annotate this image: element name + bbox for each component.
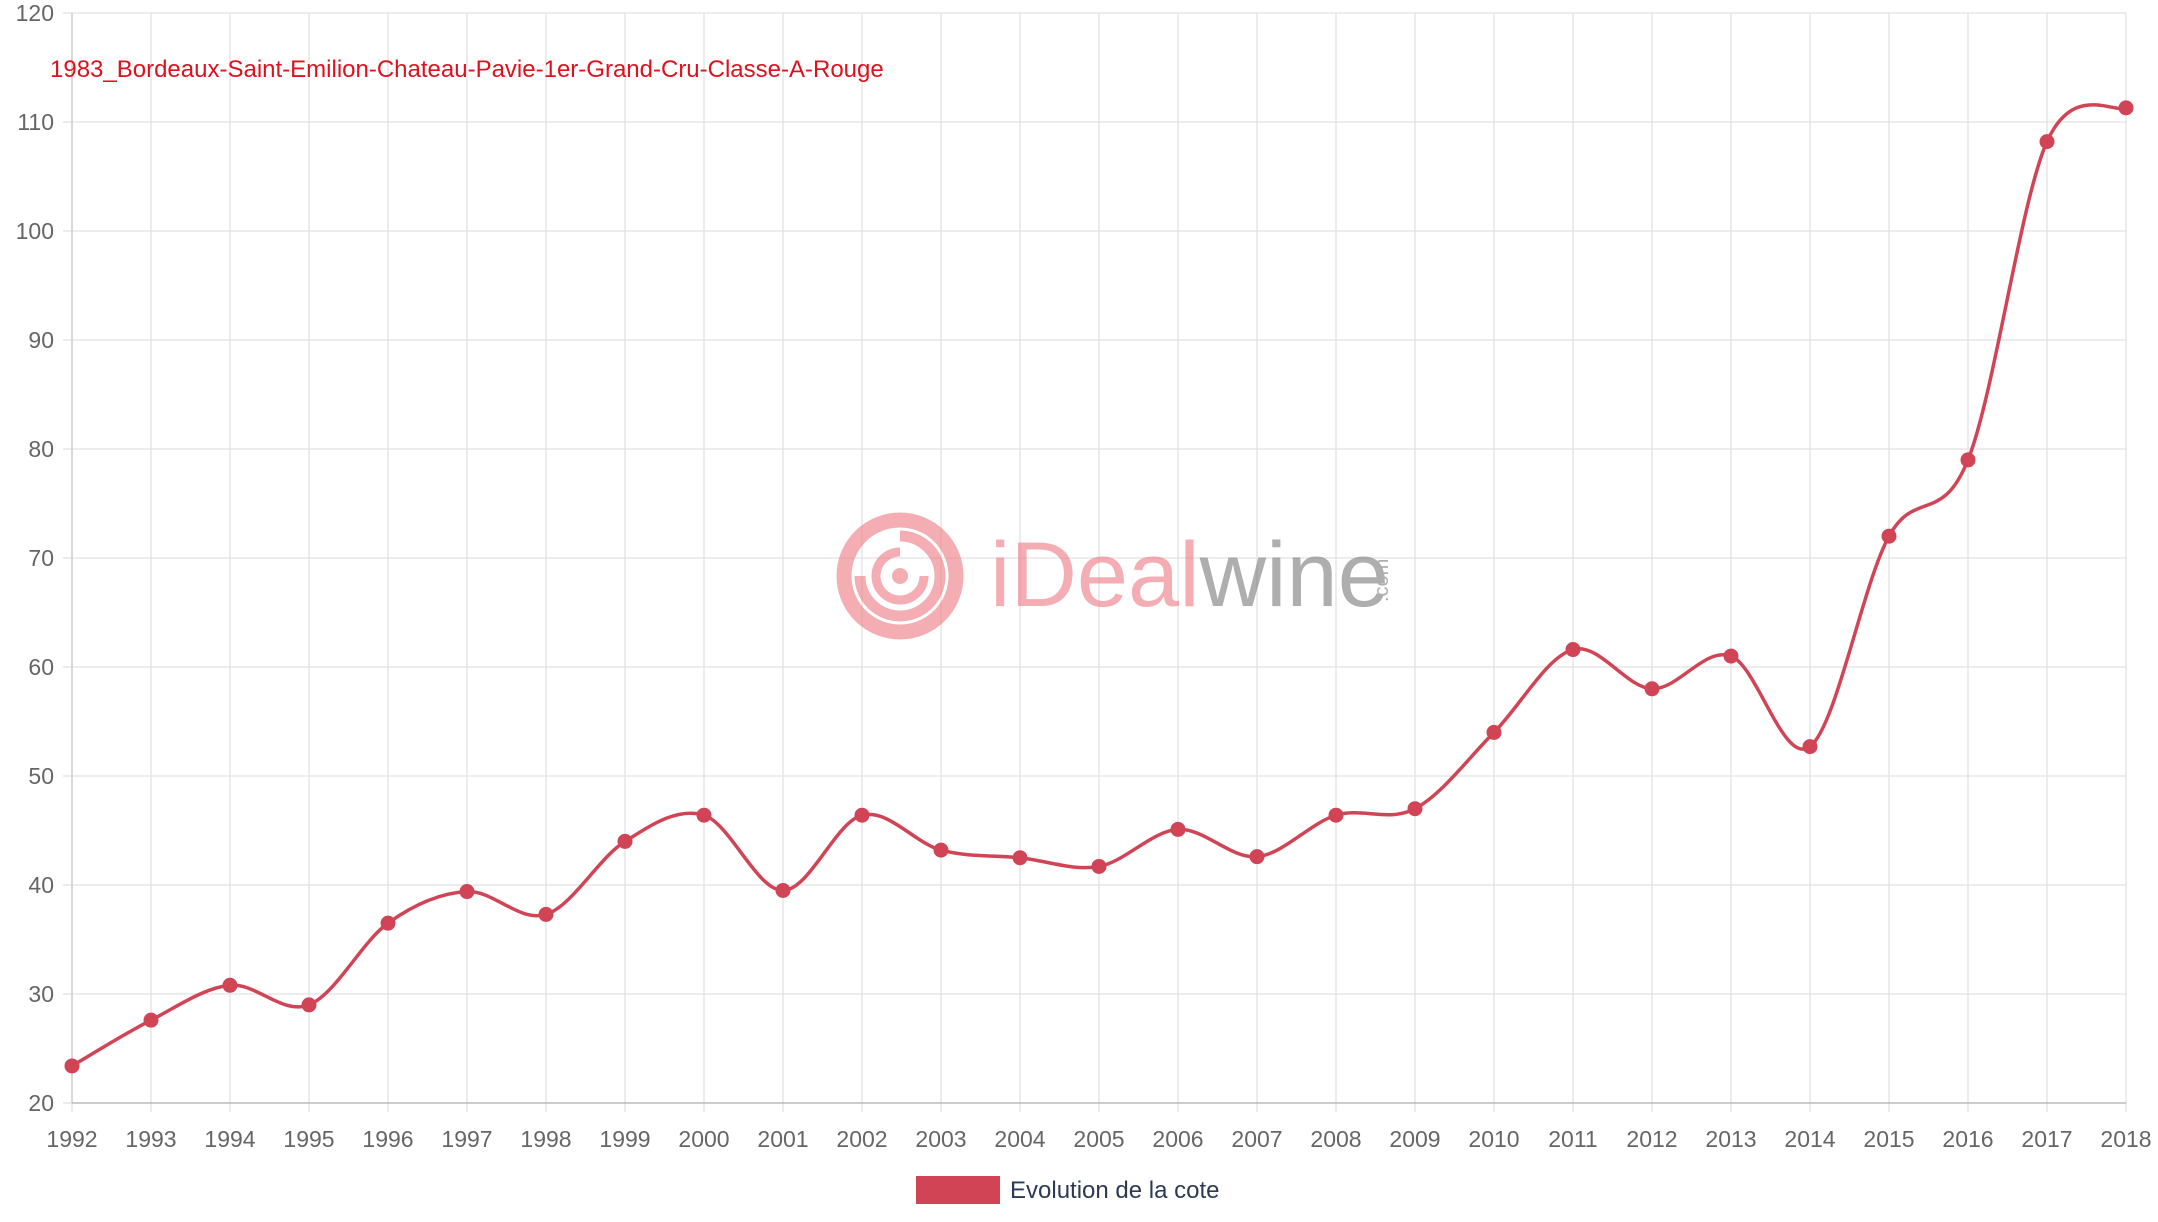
data-point xyxy=(2039,134,2055,150)
y-tick-label: 60 xyxy=(28,654,54,680)
x-tick-label: 2008 xyxy=(1310,1126,1361,1152)
x-tick-label: 2005 xyxy=(1073,1126,1124,1152)
data-point xyxy=(380,915,396,931)
y-tick-label: 120 xyxy=(16,0,54,26)
idealwine-watermark: iDealwine .com xyxy=(836,512,1393,640)
data-point xyxy=(143,1012,159,1028)
data-point xyxy=(301,997,317,1013)
x-tick-label: 2015 xyxy=(1863,1126,1914,1152)
data-point xyxy=(222,977,238,993)
data-point xyxy=(2118,100,2134,116)
x-axis-ticks: 1992 1993 1994 1995 1996 1997 1998 1999 2000 2001… xyxy=(46,1126,2151,1152)
watermark-brand-suffix: .com xyxy=(1371,559,1393,602)
data-point xyxy=(1486,724,1502,740)
data-point xyxy=(1328,807,1344,823)
x-tick-label: 1993 xyxy=(125,1126,176,1152)
x-tick-label: 2006 xyxy=(1152,1126,1203,1152)
data-point xyxy=(1249,849,1265,865)
x-tick-label: 2003 xyxy=(915,1126,966,1152)
x-tick-label: 2013 xyxy=(1705,1126,1756,1152)
x-tick-label: 1995 xyxy=(283,1126,334,1152)
x-tick-label: 2009 xyxy=(1389,1126,1440,1152)
x-tick-label: 1997 xyxy=(441,1126,492,1152)
data-point xyxy=(459,884,475,900)
x-tick-label: 2012 xyxy=(1626,1126,1677,1152)
data-point xyxy=(775,882,791,898)
watermark-brand-part2: wine xyxy=(1199,524,1389,626)
grid-lines xyxy=(63,12,2127,1112)
idealwine-logo-icon xyxy=(836,512,964,640)
watermark-brand-text: iDealwine xyxy=(990,524,1389,626)
data-point xyxy=(1091,858,1107,874)
data-point xyxy=(1881,528,1897,544)
x-tick-label: 2011 xyxy=(1548,1126,1597,1152)
legend-swatch xyxy=(916,1176,1000,1204)
x-tick-label: 2004 xyxy=(994,1126,1045,1152)
x-tick-label: 2007 xyxy=(1231,1126,1282,1152)
x-tick-label: 2014 xyxy=(1784,1126,1835,1152)
y-tick-label: 40 xyxy=(28,872,54,898)
x-tick-label: 1999 xyxy=(599,1126,650,1152)
x-tick-label: 1996 xyxy=(362,1126,413,1152)
series-points xyxy=(64,100,2134,1074)
data-point xyxy=(1802,739,1818,755)
data-point xyxy=(1565,642,1581,658)
y-tick-label: 20 xyxy=(28,1090,54,1116)
legend: Evolution de la cote xyxy=(916,1176,1219,1204)
data-point xyxy=(854,807,870,823)
legend-label: Evolution de la cote xyxy=(1010,1177,1219,1204)
x-tick-label: 2010 xyxy=(1468,1126,1519,1152)
data-point xyxy=(617,833,633,849)
data-point xyxy=(64,1058,80,1074)
x-tick-label: 2000 xyxy=(678,1126,729,1152)
x-tick-label: 2018 xyxy=(2100,1126,2151,1152)
data-point xyxy=(1723,648,1739,664)
x-tick-label: 2001 xyxy=(757,1126,808,1152)
watermark-brand-part1: iDeal xyxy=(990,524,1200,626)
data-point xyxy=(1170,821,1186,837)
data-point xyxy=(1644,681,1660,697)
x-tick-label: 1992 xyxy=(46,1126,97,1152)
data-point xyxy=(538,906,554,922)
data-point xyxy=(1960,452,1976,468)
y-tick-label: 30 xyxy=(28,981,54,1007)
x-tick-label: 2002 xyxy=(836,1126,887,1152)
data-point xyxy=(696,807,712,823)
y-tick-label: 100 xyxy=(16,218,54,244)
y-axis-ticks: 20 30 40 50 60 70 80 90 100 110 120 xyxy=(16,0,54,1116)
y-tick-label: 80 xyxy=(28,436,54,462)
y-tick-label: 110 xyxy=(17,109,54,135)
data-point xyxy=(1407,801,1423,817)
y-tick-label: 50 xyxy=(28,763,54,789)
x-tick-label: 1994 xyxy=(204,1126,255,1152)
x-tick-label: 2016 xyxy=(1942,1126,1993,1152)
x-tick-label: 1998 xyxy=(520,1126,571,1152)
y-tick-label: 70 xyxy=(28,545,54,571)
chart-title: 1983_Bordeaux-Saint-Emilion-Chateau-Pavi… xyxy=(50,56,884,83)
data-point xyxy=(1012,850,1028,866)
y-tick-label: 90 xyxy=(28,327,54,353)
x-tick-label: 2017 xyxy=(2021,1126,2072,1152)
data-point xyxy=(933,842,949,858)
